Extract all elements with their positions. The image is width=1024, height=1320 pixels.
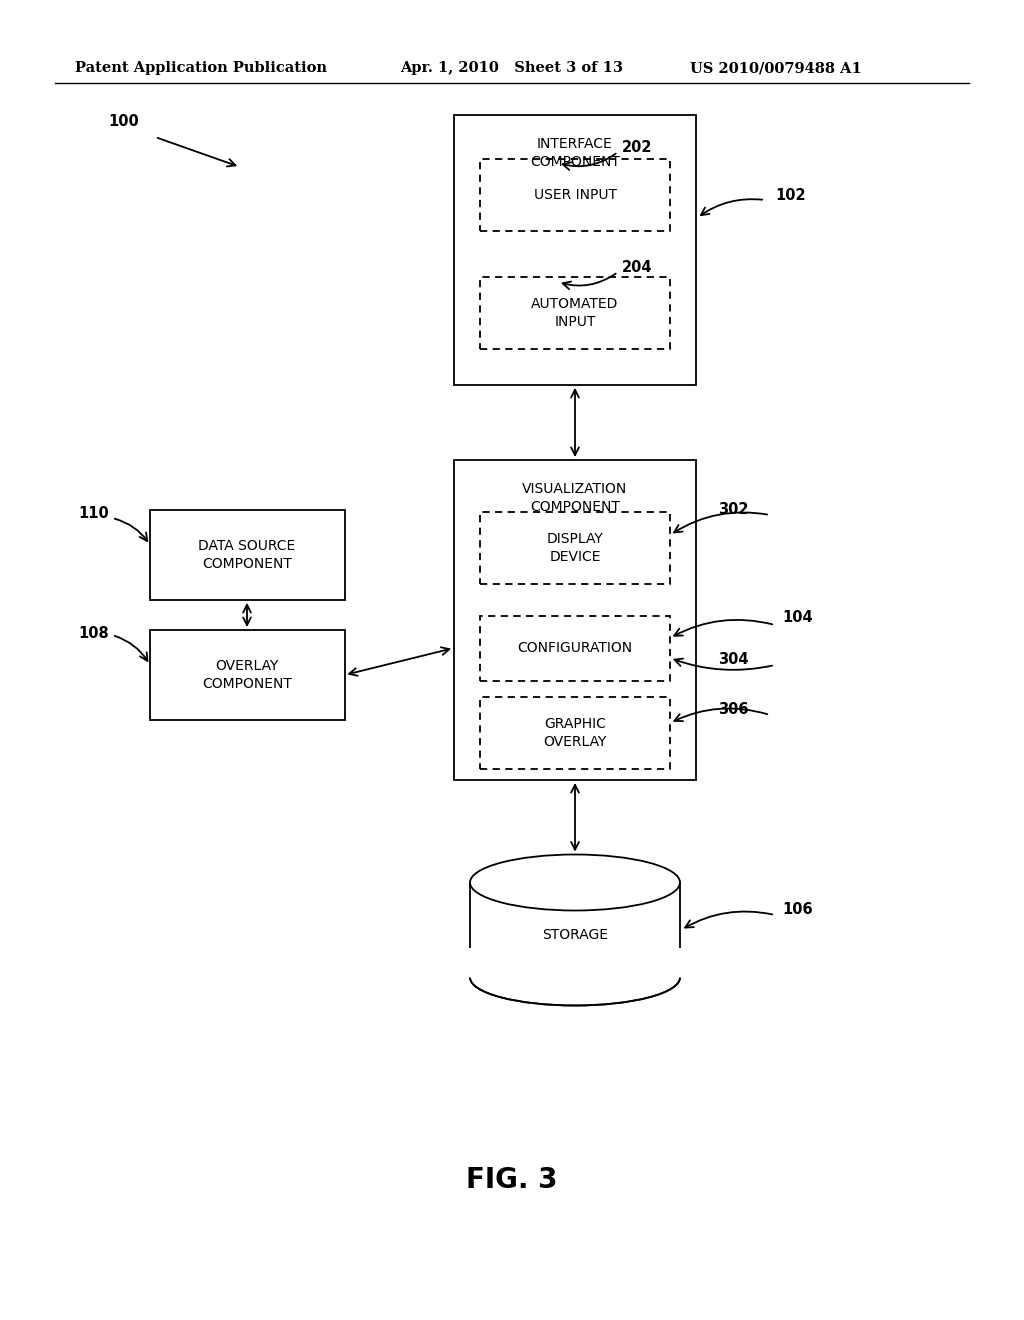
Text: 106: 106 xyxy=(782,903,813,917)
Bar xyxy=(470,949,680,978)
Bar xyxy=(480,277,670,348)
Bar xyxy=(150,630,344,719)
Text: DISPLAY
DEVICE: DISPLAY DEVICE xyxy=(547,532,603,564)
Text: 202: 202 xyxy=(622,140,652,156)
Text: OVERLAY
COMPONENT: OVERLAY COMPONENT xyxy=(202,659,292,692)
Text: 204: 204 xyxy=(622,260,652,276)
Text: STORAGE: STORAGE xyxy=(542,928,608,942)
Text: DATA SOURCE
COMPONENT: DATA SOURCE COMPONENT xyxy=(199,539,296,572)
Text: USER INPUT: USER INPUT xyxy=(534,187,616,202)
Text: FIG. 3: FIG. 3 xyxy=(466,1166,558,1195)
Text: INTERFACE
COMPONENT: INTERFACE COMPONENT xyxy=(530,137,620,169)
Text: 302: 302 xyxy=(718,503,749,517)
Bar xyxy=(480,158,670,231)
Text: US 2010/0079488 A1: US 2010/0079488 A1 xyxy=(690,61,862,75)
Bar xyxy=(480,697,670,770)
Text: 304: 304 xyxy=(718,652,749,668)
Text: CONFIGURATION: CONFIGURATION xyxy=(517,642,633,655)
Bar xyxy=(454,115,696,385)
Text: VISUALIZATION
COMPONENT: VISUALIZATION COMPONENT xyxy=(522,482,628,515)
Ellipse shape xyxy=(470,949,680,1006)
Text: GRAPHIC
OVERLAY: GRAPHIC OVERLAY xyxy=(544,717,606,750)
Text: 108: 108 xyxy=(78,626,109,640)
Bar xyxy=(480,512,670,583)
Text: 102: 102 xyxy=(775,187,806,202)
Text: Patent Application Publication: Patent Application Publication xyxy=(75,61,327,75)
Bar xyxy=(150,510,344,601)
Bar xyxy=(480,615,670,681)
Text: 104: 104 xyxy=(782,610,813,626)
Text: 100: 100 xyxy=(108,115,138,129)
Text: Apr. 1, 2010   Sheet 3 of 13: Apr. 1, 2010 Sheet 3 of 13 xyxy=(400,61,623,75)
Bar xyxy=(468,948,682,978)
Ellipse shape xyxy=(470,854,680,911)
Text: 306: 306 xyxy=(718,702,749,718)
Text: AUTOMATED
INPUT: AUTOMATED INPUT xyxy=(531,297,618,329)
Text: 110: 110 xyxy=(78,506,109,520)
Bar xyxy=(454,459,696,780)
